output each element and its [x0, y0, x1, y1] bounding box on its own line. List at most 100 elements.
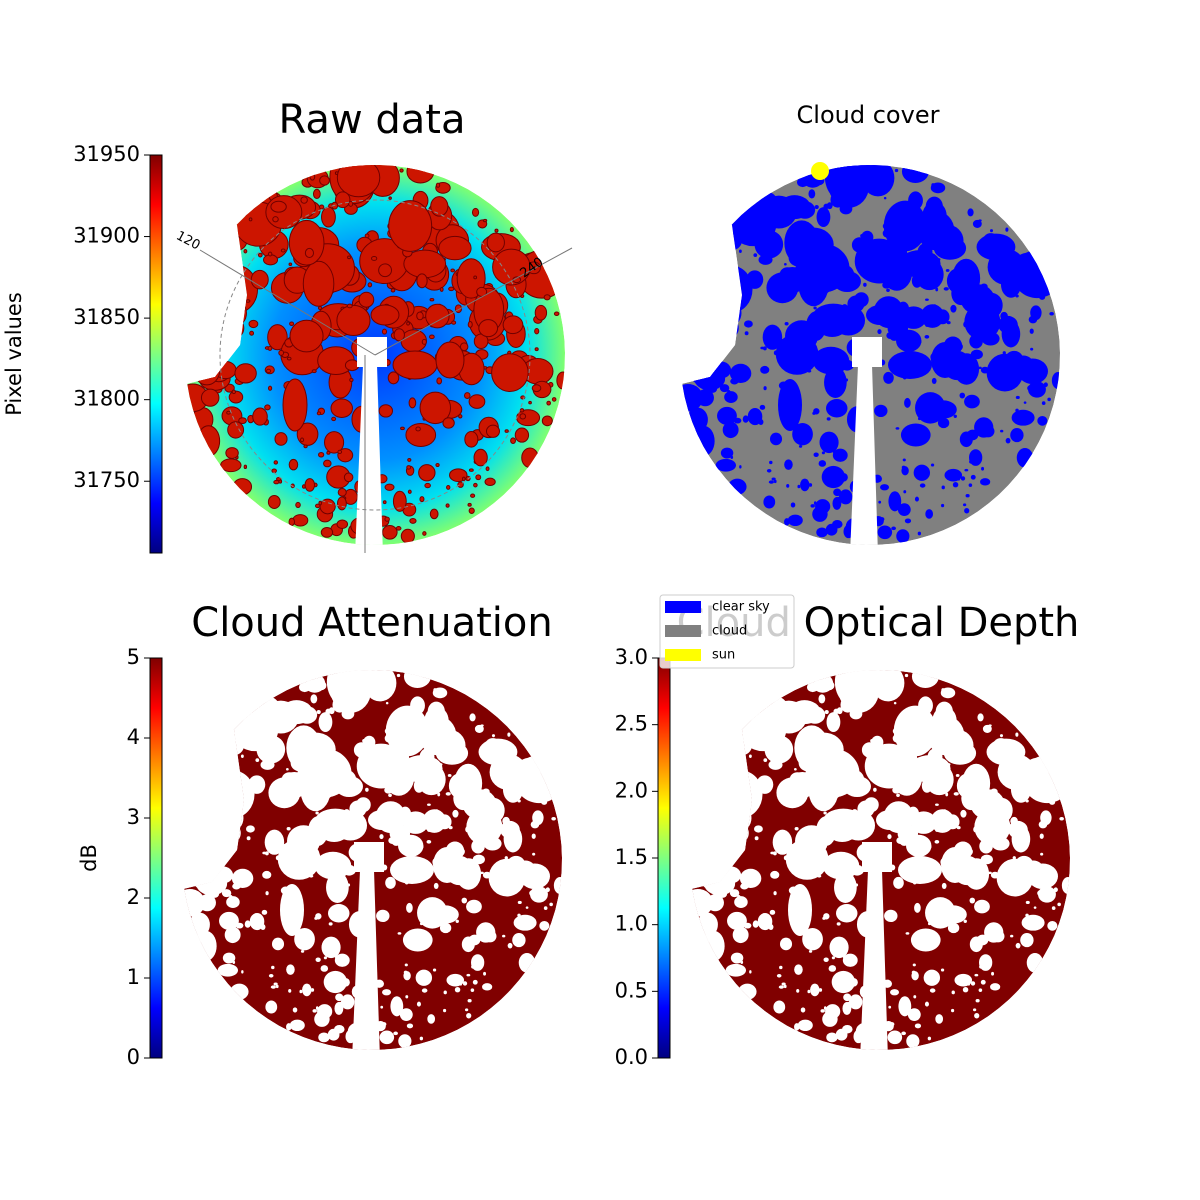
blob — [913, 464, 931, 481]
blob — [485, 424, 500, 438]
blob — [197, 295, 209, 307]
blob — [907, 1008, 921, 1022]
blob — [356, 743, 406, 789]
blob — [480, 724, 484, 727]
blob — [819, 431, 839, 454]
blob — [223, 916, 228, 920]
blob — [1024, 918, 1031, 925]
blob — [1017, 781, 1026, 788]
blob — [510, 437, 516, 444]
blob — [398, 1034, 412, 1049]
mask-wedge — [850, 365, 878, 545]
blob — [971, 287, 982, 297]
blob — [445, 503, 450, 508]
blob — [539, 920, 550, 931]
blob — [213, 770, 255, 818]
blob — [407, 489, 412, 494]
blob — [309, 874, 314, 878]
blob — [744, 331, 749, 336]
blob — [983, 824, 1003, 842]
blob — [473, 792, 484, 802]
blob — [212, 822, 216, 827]
blob — [222, 257, 226, 262]
blob — [692, 832, 711, 854]
blob — [282, 378, 308, 432]
blob — [720, 809, 724, 813]
blob — [315, 1006, 319, 1010]
blob — [730, 952, 744, 964]
blob — [367, 282, 373, 288]
blob — [708, 859, 713, 864]
blob — [478, 319, 499, 338]
blob — [925, 509, 934, 519]
colorbar-label: dB — [77, 844, 101, 872]
blob — [358, 291, 375, 308]
blob — [286, 725, 321, 771]
blob — [336, 496, 347, 511]
blob — [807, 369, 812, 373]
blob — [941, 485, 945, 490]
blob — [886, 288, 890, 292]
blob — [405, 423, 437, 447]
blob — [240, 754, 244, 758]
blob — [457, 847, 465, 856]
blob — [968, 275, 972, 279]
blob — [250, 269, 269, 290]
mask-wedge — [860, 870, 888, 1050]
blob — [341, 994, 355, 1010]
blob — [946, 320, 951, 325]
blob — [852, 809, 858, 813]
blob — [302, 753, 311, 763]
blob — [289, 321, 295, 327]
blob — [382, 989, 392, 996]
blob — [931, 342, 959, 378]
colorbar-tick-label: 1 — [127, 965, 140, 989]
blob — [710, 304, 714, 308]
blob — [973, 826, 978, 833]
blob — [184, 832, 203, 854]
elevation-circle — [219, 199, 531, 511]
blob — [415, 426, 421, 432]
blob — [752, 920, 759, 928]
blob — [273, 982, 278, 986]
blob — [403, 826, 407, 831]
blob — [409, 517, 417, 524]
blob — [715, 326, 734, 350]
blob — [521, 447, 539, 469]
blob — [274, 432, 288, 446]
blob — [887, 834, 892, 840]
blob — [849, 977, 858, 987]
blob — [795, 196, 803, 204]
blob — [964, 508, 970, 514]
blob — [328, 707, 335, 715]
blob — [988, 724, 992, 727]
blob — [965, 847, 973, 856]
blob — [905, 932, 910, 935]
blob — [226, 896, 240, 909]
blob — [854, 238, 904, 284]
blob — [346, 303, 353, 309]
blob — [784, 322, 789, 326]
blob — [344, 761, 348, 764]
blob — [683, 354, 690, 358]
blob — [491, 353, 529, 392]
blob — [826, 1032, 838, 1043]
blob — [513, 914, 537, 931]
blob — [198, 894, 216, 912]
blob — [310, 988, 315, 992]
blob — [964, 394, 980, 409]
blob — [970, 981, 976, 986]
blob — [794, 725, 829, 771]
blob — [921, 816, 929, 825]
blob — [1023, 401, 1027, 404]
blob — [941, 882, 947, 889]
blob — [543, 906, 548, 911]
blob — [1030, 305, 1042, 321]
blob — [991, 930, 1005, 943]
blob — [385, 705, 429, 757]
blob — [421, 338, 427, 345]
blob — [899, 833, 910, 846]
blob — [249, 913, 265, 931]
blob — [218, 335, 236, 352]
colorbar — [149, 154, 163, 554]
